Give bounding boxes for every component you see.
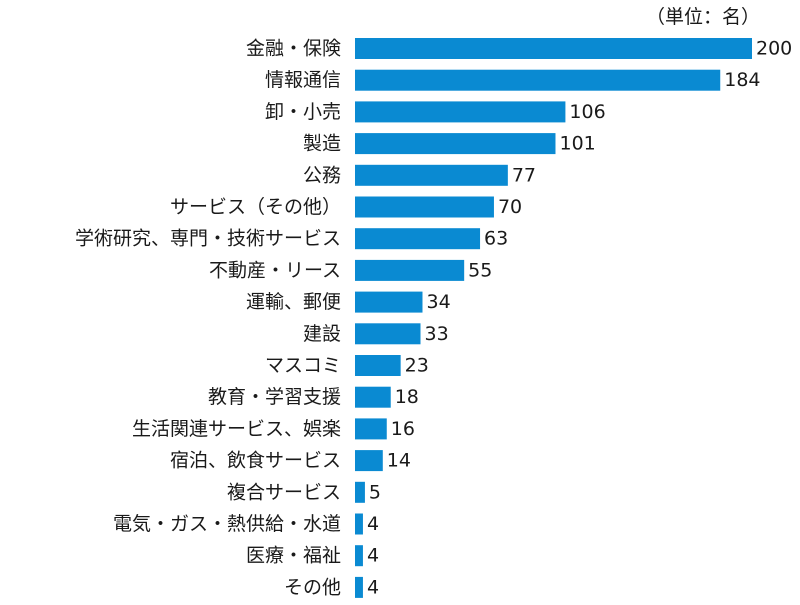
value-label: 34 [426, 291, 450, 313]
value-label: 23 [405, 355, 429, 377]
category-label: 複合サービス [227, 481, 341, 503]
value-label: 33 [425, 323, 449, 345]
category-label: 不動産・リース [209, 259, 341, 281]
bar [355, 133, 556, 155]
category-label: 運輸、郵便 [246, 291, 341, 313]
bar [355, 576, 363, 598]
category-label: 宿泊、飲食サービス [170, 450, 341, 472]
bar [355, 259, 465, 281]
value-label: 4 [367, 545, 379, 567]
category-label: 金融・保険 [246, 38, 341, 60]
bar [355, 355, 401, 376]
category-label: 情報通信 [265, 69, 341, 91]
bar [355, 513, 363, 535]
unit-label: （単位：名） [645, 6, 760, 28]
bar [355, 196, 494, 218]
value-label: 200 [756, 38, 792, 60]
value-label: 184 [724, 69, 760, 91]
category-label: 建設 [303, 323, 341, 345]
bar [355, 228, 481, 250]
value-label: 4 [367, 576, 379, 598]
category-label: 公務 [303, 164, 341, 186]
bar [355, 418, 387, 440]
bar [355, 450, 383, 472]
bar [355, 101, 566, 123]
bar [355, 386, 391, 408]
category-label: 製造 [303, 133, 341, 155]
value-label: 70 [498, 196, 522, 218]
value-label: 77 [512, 164, 536, 186]
bar [355, 164, 508, 186]
value-label: 63 [484, 228, 508, 250]
category-label: 学術研究、専門・技術サービス [75, 228, 341, 250]
value-label: 18 [395, 386, 419, 408]
category-label: 卸・小売 [265, 101, 341, 123]
bar [355, 69, 721, 91]
bar [355, 323, 421, 345]
bar [355, 38, 752, 59]
category-label: 教育・学習支援 [208, 386, 341, 408]
value-label: 14 [387, 450, 411, 472]
value-label: 5 [369, 481, 381, 503]
category-label: 電気・ガス・熱供給・水道 [113, 513, 341, 535]
value-label: 16 [391, 418, 415, 440]
category-label: 生活関連サービス、娯楽 [132, 418, 341, 440]
value-label: 55 [468, 259, 492, 281]
value-label: 106 [569, 101, 605, 123]
category-label: マスコミ [265, 355, 341, 377]
bar [355, 481, 365, 503]
value-label: 101 [559, 133, 595, 155]
bar [355, 291, 423, 313]
value-label: 4 [367, 513, 379, 535]
category-label: 医療・福祉 [246, 545, 341, 567]
category-label: サービス（その他） [170, 196, 341, 218]
category-label: その他 [284, 576, 341, 598]
bar [355, 545, 363, 567]
